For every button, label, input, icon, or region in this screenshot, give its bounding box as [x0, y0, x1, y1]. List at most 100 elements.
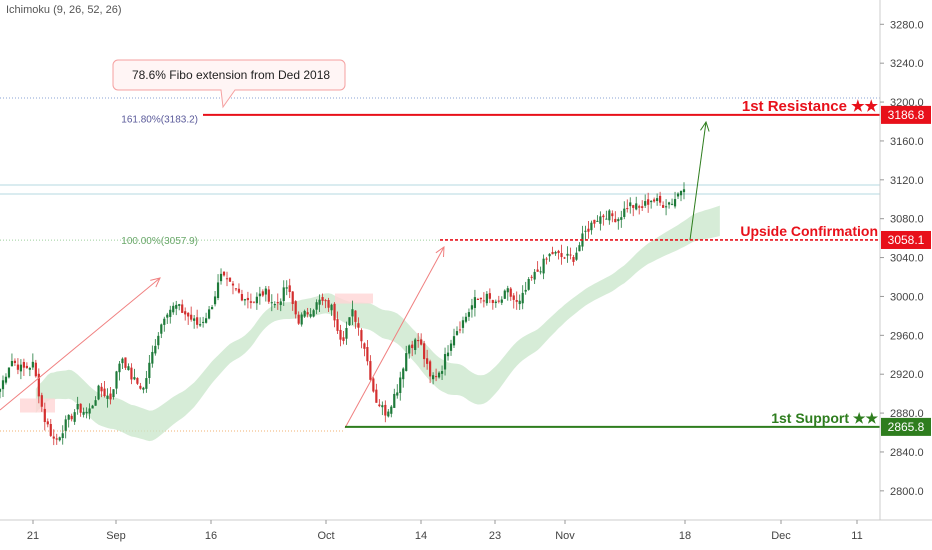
candle-body	[488, 293, 491, 299]
candle-body	[216, 282, 220, 298]
candle-body	[399, 377, 402, 393]
candle-body	[303, 310, 306, 317]
candle-body	[37, 373, 40, 397]
candle-body	[202, 321, 205, 323]
candle-body	[246, 297, 250, 301]
candle-body	[656, 198, 659, 202]
candle-body	[315, 302, 318, 310]
candle-body	[360, 330, 363, 342]
candle-body	[318, 299, 321, 305]
candle-body	[405, 353, 408, 371]
candle-body	[443, 354, 447, 370]
candle-body	[25, 365, 28, 369]
kumo-cloud-red	[335, 293, 373, 304]
candle-body	[623, 208, 626, 217]
candle-body	[533, 271, 536, 280]
candle-body	[22, 362, 25, 368]
candle-body	[515, 300, 518, 302]
y-tick-label: 3280.0	[890, 19, 924, 31]
candle-body	[626, 208, 629, 210]
candle-body	[175, 304, 178, 309]
resistance-label: 1st Resistance ★★	[742, 98, 879, 115]
annotations-layer: 1st Resistance ★★ Upside Confirmation 1st …	[0, 59, 880, 429]
projection-arrow	[689, 121, 707, 241]
candle-body	[196, 317, 199, 325]
y-tick-label: 2960.0	[890, 330, 924, 342]
candle-body	[381, 405, 384, 408]
candle-body	[148, 362, 151, 378]
candle-body	[641, 206, 644, 208]
candle-body	[13, 360, 17, 364]
candle-body	[363, 343, 366, 349]
candle-body	[682, 189, 686, 193]
candle-body	[545, 258, 548, 260]
candle-body	[426, 358, 429, 364]
candle-body	[169, 309, 172, 317]
candle-body	[145, 378, 148, 389]
candle-body	[49, 424, 52, 436]
candle-body	[157, 335, 160, 346]
candle-body	[572, 256, 575, 262]
candle-body	[387, 411, 390, 417]
kumo-cloud-red	[20, 398, 55, 413]
candle-body	[467, 312, 471, 317]
candle-body	[402, 368, 405, 380]
candle-body	[172, 305, 175, 313]
candle-body	[587, 228, 590, 232]
candle-body	[160, 324, 163, 334]
candle-body	[605, 218, 608, 220]
candle-body	[61, 433, 64, 439]
candle-body	[434, 376, 438, 378]
y-tick-label: 3240.0	[890, 58, 924, 70]
candle-body	[40, 395, 43, 407]
candle-body	[650, 200, 653, 203]
candle-body	[228, 277, 232, 282]
candle-body	[115, 371, 118, 389]
candle-body	[16, 364, 20, 370]
candle-body	[166, 314, 169, 318]
candle-body	[85, 411, 88, 414]
candle-body	[234, 288, 238, 290]
price-tag-support-bg	[881, 417, 931, 436]
candle-body	[193, 318, 196, 321]
x-tick-label: 11	[851, 530, 862, 542]
candle-body	[420, 339, 423, 345]
trend-arrow-1	[0, 277, 161, 411]
candle-body	[599, 216, 602, 224]
candle-body	[351, 309, 354, 317]
candle-body	[97, 385, 100, 400]
candle-body	[602, 215, 605, 218]
candle-body	[330, 304, 333, 311]
candle-body	[575, 252, 578, 260]
candle-body	[644, 201, 647, 206]
indicator-label[interactable]: Ichimoku (9, 26, 52, 26)	[6, 4, 122, 16]
x-tick-label: Oct	[317, 530, 334, 542]
candle-body	[548, 253, 551, 257]
x-tick-label: 21	[27, 530, 39, 542]
y-tick-label: 2880.0	[890, 408, 924, 420]
candle-body	[670, 203, 674, 205]
trend-arrow-1-head	[150, 277, 161, 288]
candle-body	[554, 252, 557, 254]
candle-body	[240, 294, 244, 301]
candle-body	[210, 307, 214, 310]
y-tick-label: 3120.0	[890, 175, 924, 187]
candle-body	[509, 288, 512, 297]
candles-layer	[0, 182, 686, 446]
candle-body	[357, 323, 360, 328]
candle-body	[414, 339, 417, 351]
candle-body	[151, 351, 154, 364]
y-tick-label: 2840.0	[890, 447, 924, 459]
candle-body	[252, 301, 255, 303]
candle-body	[10, 360, 14, 367]
x-tick-label: 14	[415, 530, 427, 542]
candle-body	[273, 303, 276, 306]
candle-body	[339, 329, 342, 340]
candle-body	[336, 319, 339, 331]
candle-body	[632, 205, 635, 208]
candle-body	[673, 199, 677, 207]
candle-body	[473, 297, 477, 308]
candle-body	[530, 276, 533, 278]
candle-body	[596, 220, 599, 222]
